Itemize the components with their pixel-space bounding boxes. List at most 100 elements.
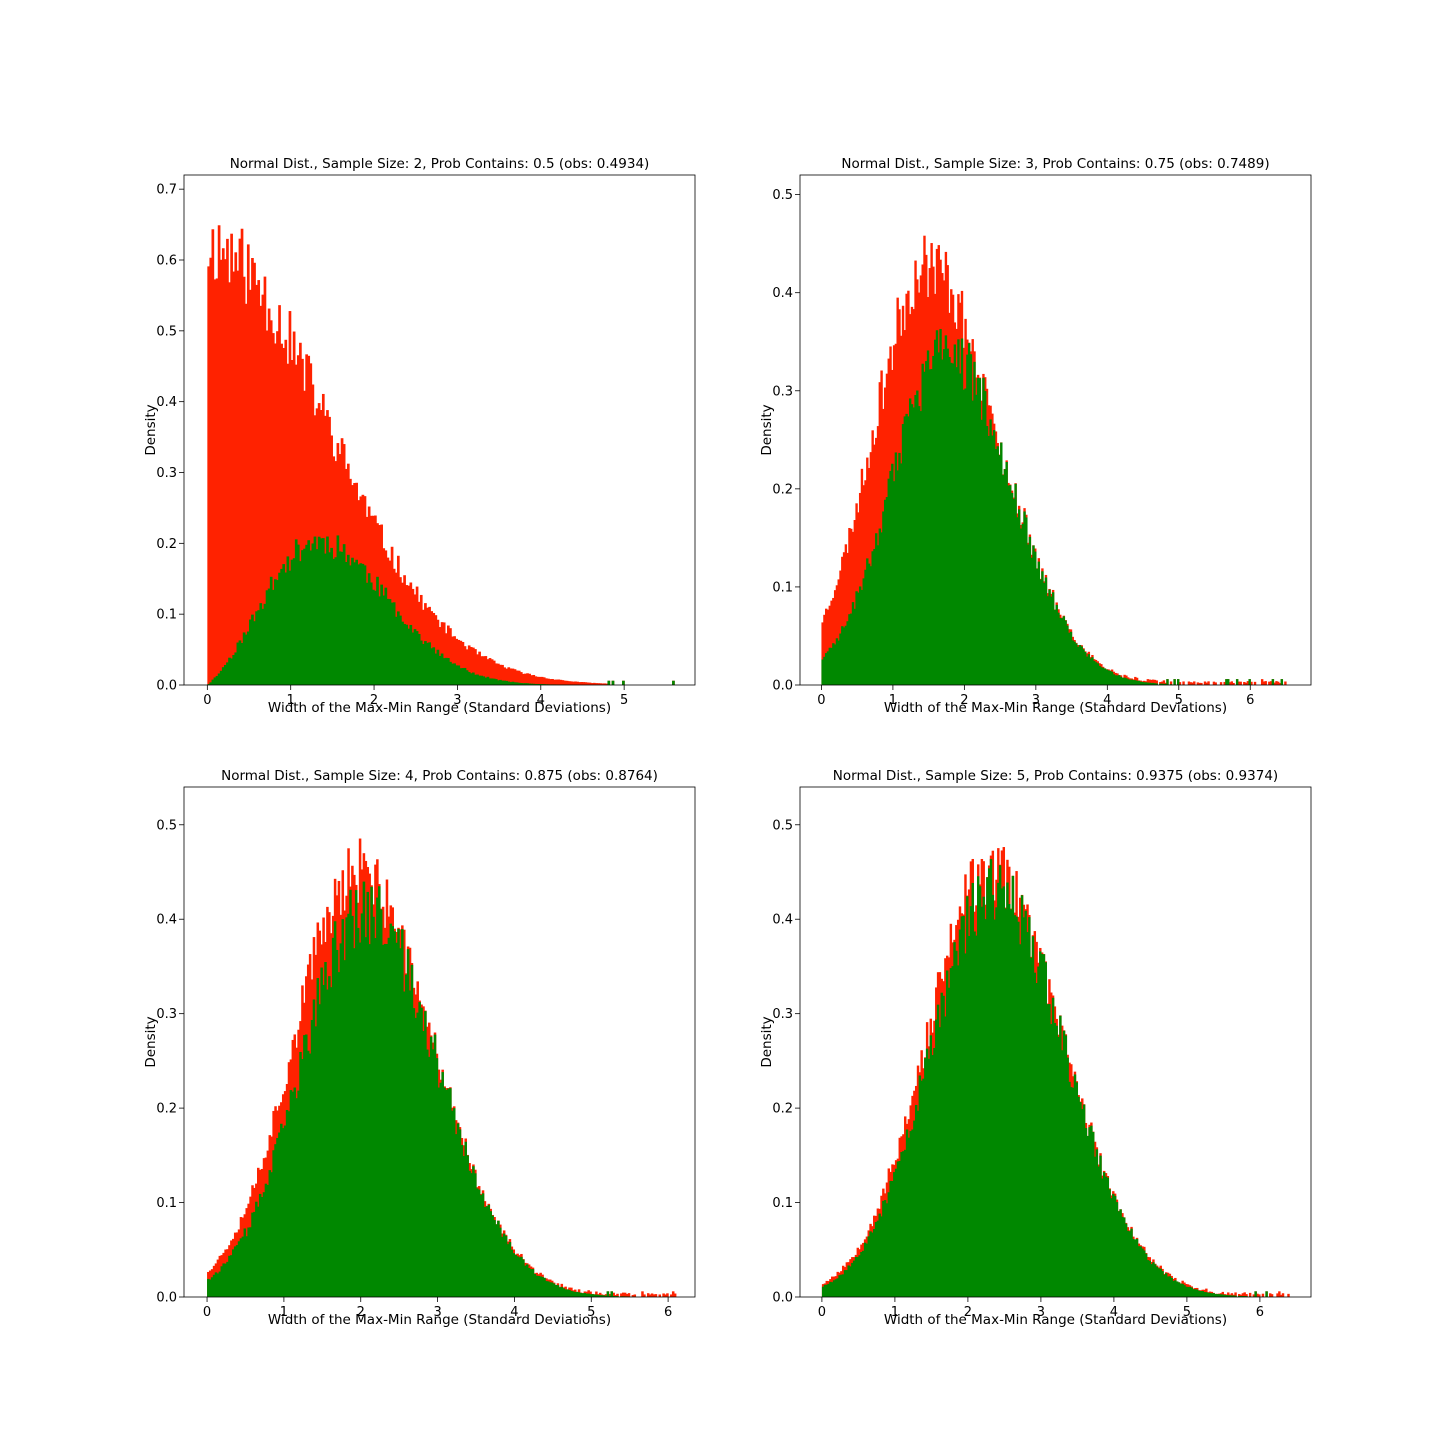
bar xyxy=(524,673,527,685)
bar xyxy=(664,1294,667,1297)
bar xyxy=(920,1080,923,1297)
bar xyxy=(831,1282,834,1297)
bar xyxy=(212,1274,216,1297)
bar xyxy=(442,658,446,685)
bar xyxy=(1042,582,1046,685)
bar xyxy=(378,886,381,1297)
bar xyxy=(1025,517,1028,685)
bar xyxy=(1199,1290,1203,1297)
bar xyxy=(367,573,371,685)
bar xyxy=(1246,681,1250,685)
bar xyxy=(902,1151,905,1297)
bar xyxy=(1009,485,1012,685)
bar xyxy=(1073,641,1076,685)
bar xyxy=(214,1272,218,1297)
bar xyxy=(955,950,958,1297)
bar xyxy=(1208,1292,1212,1297)
bar xyxy=(843,1270,847,1297)
bar xyxy=(516,1256,519,1297)
bar xyxy=(1133,1239,1137,1297)
bar xyxy=(500,1236,504,1297)
bar xyxy=(1144,682,1148,685)
bar xyxy=(826,651,830,685)
bar xyxy=(463,646,467,685)
bar xyxy=(1169,681,1173,685)
bar xyxy=(246,244,250,685)
bar xyxy=(399,615,402,685)
bar xyxy=(969,906,973,1297)
bar xyxy=(558,1287,562,1297)
bar xyxy=(588,682,592,685)
bar xyxy=(253,621,256,685)
bar xyxy=(1106,1177,1110,1297)
bar xyxy=(1205,682,1208,685)
bar xyxy=(1068,1081,1071,1297)
bar xyxy=(507,681,511,685)
bar xyxy=(534,676,538,685)
bar xyxy=(504,1235,508,1297)
bar xyxy=(576,681,579,685)
bar xyxy=(882,1200,885,1297)
bar xyxy=(611,680,615,685)
bar xyxy=(409,624,413,685)
bar xyxy=(834,1279,838,1297)
bar xyxy=(885,497,889,685)
bar xyxy=(1093,660,1096,685)
bar xyxy=(557,679,561,685)
bar xyxy=(567,681,571,685)
bar xyxy=(891,463,894,685)
bar xyxy=(467,672,471,685)
bar xyxy=(1189,682,1192,685)
bar xyxy=(313,536,317,685)
bar xyxy=(282,347,286,685)
bar xyxy=(213,279,217,685)
bar xyxy=(1105,669,1108,685)
bar xyxy=(315,408,319,685)
bar xyxy=(1092,1132,1095,1297)
bar xyxy=(1112,1193,1115,1297)
bar xyxy=(346,554,350,685)
bar xyxy=(873,1228,876,1297)
y-tick-label: 0.0 xyxy=(156,679,177,694)
bar xyxy=(641,1291,644,1297)
bar xyxy=(1029,957,1033,1297)
bar xyxy=(1108,1189,1111,1297)
bar xyxy=(1001,475,1005,685)
bar xyxy=(534,683,538,685)
bar xyxy=(1059,618,1062,685)
bar xyxy=(1035,568,1039,685)
bar xyxy=(1121,1216,1124,1297)
x-tick-label: 0 xyxy=(818,1305,826,1320)
bar xyxy=(484,677,488,685)
bar xyxy=(989,859,993,1297)
x-tick-label: 4 xyxy=(1110,1305,1118,1320)
bar xyxy=(430,648,434,685)
bar xyxy=(228,657,231,685)
bar xyxy=(253,262,256,685)
bar xyxy=(461,641,465,685)
bar xyxy=(1159,1268,1162,1297)
bar xyxy=(1040,954,1044,1297)
bar xyxy=(925,361,928,685)
bar xyxy=(823,656,826,685)
bar xyxy=(541,1276,544,1297)
bar xyxy=(1188,1286,1192,1297)
bar xyxy=(465,670,469,685)
bar xyxy=(208,1279,212,1297)
bar xyxy=(825,608,828,685)
x-tick-label: 1 xyxy=(891,1305,899,1320)
y-tick-label: 0.3 xyxy=(156,1007,177,1022)
bar xyxy=(993,919,996,1297)
x-tick-label: 6 xyxy=(1246,693,1254,708)
bar xyxy=(1190,1287,1193,1297)
bar xyxy=(528,673,531,685)
bar xyxy=(1264,681,1267,685)
bar xyxy=(1084,651,1087,685)
bar xyxy=(984,391,987,685)
bar xyxy=(246,631,250,685)
bar xyxy=(880,370,883,685)
bar xyxy=(876,545,880,685)
bar xyxy=(1009,909,1013,1297)
bar xyxy=(420,1007,423,1297)
bar xyxy=(480,656,484,685)
